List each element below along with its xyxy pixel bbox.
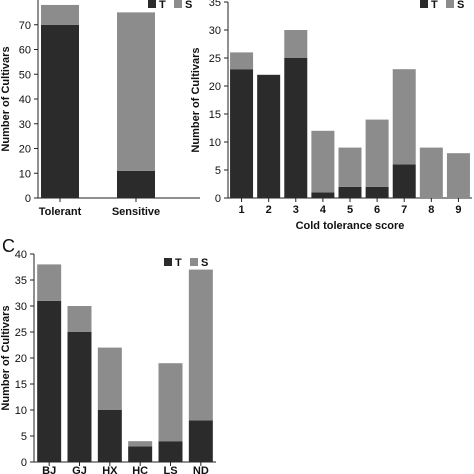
c-legend-label-t: T bbox=[175, 257, 182, 269]
b-bar-7-t bbox=[392, 164, 416, 198]
c-y-tick-label: 25 bbox=[15, 327, 27, 339]
c-y-tick-label: 5 bbox=[21, 431, 27, 443]
b-legend-label-t: T bbox=[431, 0, 438, 11]
b-bar-2-t bbox=[257, 74, 281, 198]
b-legend-swatch-t bbox=[420, 0, 428, 8]
c-y-tick-label: 20 bbox=[15, 353, 27, 365]
a-y-tick-label: 0 bbox=[25, 193, 31, 205]
a-y-tick-label: 40 bbox=[19, 94, 31, 106]
b-bar-1-s bbox=[230, 52, 254, 70]
c-y-tick-label: 30 bbox=[15, 301, 27, 313]
b-y-tick-label: 30 bbox=[209, 25, 221, 37]
c-y-axis-title: Number of Cultivars bbox=[0, 305, 12, 410]
b-category-label: 9 bbox=[455, 204, 461, 216]
b-y-tick-label: 5 bbox=[215, 165, 221, 177]
b-category-label: 8 bbox=[428, 204, 434, 216]
a-y-tick-label: 60 bbox=[19, 45, 31, 57]
b-legend-label-s: S bbox=[457, 0, 464, 11]
c-bar-hx-s bbox=[97, 347, 122, 410]
c-legend-label-s: S bbox=[201, 257, 208, 269]
c-legend-swatch-s bbox=[190, 258, 198, 266]
b-category-label: 7 bbox=[401, 204, 407, 216]
b-bar-6-t bbox=[365, 186, 389, 198]
b-y-axis-title: Number of Cultivars bbox=[190, 47, 202, 152]
b-bar-4-s bbox=[311, 130, 335, 193]
c-bar-hc-t bbox=[128, 446, 153, 462]
c-category-label: HC bbox=[132, 465, 148, 474]
b-bar-8-s bbox=[419, 147, 443, 198]
a-bar-sensitive-s bbox=[117, 12, 155, 171]
b-y-tick-label: 20 bbox=[209, 81, 221, 93]
a-category-label: Tolerant bbox=[39, 206, 82, 218]
panel-c-letter: C bbox=[2, 236, 15, 256]
b-bar-9-s bbox=[446, 153, 470, 198]
a-bar-tolerant-t bbox=[41, 24, 79, 198]
c-category-label: LS bbox=[163, 465, 177, 474]
b-bar-5-s bbox=[338, 147, 362, 187]
c-y-tick-label: 10 bbox=[15, 405, 27, 417]
b-y-tick-label: 15 bbox=[209, 109, 221, 121]
a-y-tick-label: 30 bbox=[19, 119, 31, 131]
a-bar-sensitive-t bbox=[117, 170, 155, 198]
c-y-tick-label: 0 bbox=[21, 457, 27, 469]
b-bar-5-t bbox=[338, 186, 362, 198]
panel-b-cold-tolerance-score: 0 5 10 15 20 25 30 35 1 2 3 4 5 6 7 8 9 Number of Cultiva… bbox=[190, 0, 472, 232]
c-category-label: ND bbox=[193, 465, 209, 474]
c-bar-bj-s bbox=[37, 264, 62, 301]
panel-c-cultivar-groups: 0 5 10 15 20 25 30 35 40 BJ GJ HX HC LS ND Number of Cu… bbox=[0, 249, 216, 474]
c-bar-ls-t bbox=[158, 441, 183, 462]
b-category-label: 4 bbox=[320, 204, 327, 216]
b-bar-4-t bbox=[311, 192, 335, 198]
b-y-tick-label: 0 bbox=[215, 193, 221, 205]
b-category-label: 2 bbox=[266, 204, 272, 216]
b-category-label: 6 bbox=[374, 204, 380, 216]
c-bar-bj-t bbox=[37, 300, 62, 462]
b-category-label: 5 bbox=[347, 204, 353, 216]
a-bar-tolerant-s bbox=[41, 4, 79, 25]
b-y-tick-label: 25 bbox=[209, 53, 221, 65]
c-bar-hc-s bbox=[128, 441, 153, 447]
a-y-tick-label: 50 bbox=[19, 69, 31, 81]
b-x-axis-title: Cold tolerance score bbox=[296, 220, 405, 232]
c-category-label: GJ bbox=[72, 465, 87, 474]
b-bar-1-t bbox=[230, 69, 254, 198]
b-bar-6-s bbox=[365, 119, 389, 187]
a-y-tick-label: 20 bbox=[19, 144, 31, 156]
c-bar-ls-s bbox=[158, 363, 183, 442]
c-bar-gj-t bbox=[67, 332, 92, 462]
panel-a-cultivar-counts: 0 10 20 30 40 50 60 70 Tolerant Sensitive Number o… bbox=[0, 0, 200, 218]
a-legend-label-t: T bbox=[159, 0, 166, 11]
a-legend-swatch-s bbox=[174, 0, 182, 8]
c-y-tick-label: 40 bbox=[15, 249, 27, 261]
c-bar-hx-t bbox=[97, 410, 122, 462]
a-y-axis-title: Number of Cultivars bbox=[0, 46, 12, 151]
b-y-tick-label: 10 bbox=[209, 137, 221, 149]
c-bar-gj-s bbox=[67, 306, 92, 332]
c-y-tick-label: 35 bbox=[15, 275, 27, 287]
c-category-label: HX bbox=[102, 465, 118, 474]
b-category-label: 1 bbox=[238, 204, 244, 216]
a-category-label: Sensitive bbox=[112, 206, 160, 218]
c-category-label: BJ bbox=[42, 465, 56, 474]
b-category-label: 3 bbox=[293, 204, 299, 216]
b-bar-3-s bbox=[284, 30, 308, 58]
c-legend-swatch-t bbox=[164, 258, 172, 266]
c-bar-nd-t bbox=[188, 420, 213, 462]
a-legend-label-s: S bbox=[185, 0, 192, 11]
a-y-tick-label: 10 bbox=[19, 168, 31, 180]
b-bar-3-t bbox=[284, 58, 308, 198]
b-legend-swatch-s bbox=[446, 0, 454, 8]
a-y-tick-label: 70 bbox=[19, 20, 31, 32]
b-y-tick-label: 35 bbox=[209, 0, 221, 9]
c-y-tick-label: 15 bbox=[15, 379, 27, 391]
a-legend-swatch-t bbox=[148, 0, 156, 8]
b-bar-7-s bbox=[392, 69, 416, 165]
c-bar-nd-s bbox=[188, 269, 213, 421]
